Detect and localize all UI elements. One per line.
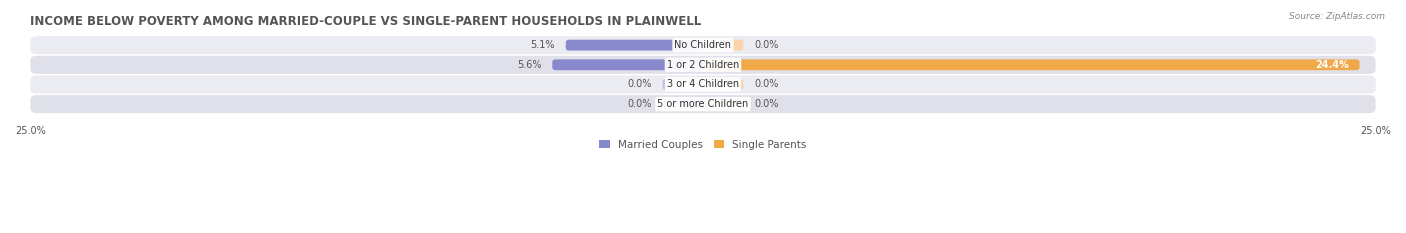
Text: 5.1%: 5.1% — [530, 40, 555, 50]
Text: 24.4%: 24.4% — [1315, 60, 1348, 70]
FancyBboxPatch shape — [31, 56, 1375, 74]
FancyBboxPatch shape — [703, 59, 1360, 70]
Text: 1 or 2 Children: 1 or 2 Children — [666, 60, 740, 70]
Text: 3 or 4 Children: 3 or 4 Children — [666, 79, 740, 89]
FancyBboxPatch shape — [703, 99, 744, 110]
FancyBboxPatch shape — [31, 36, 1375, 54]
Text: 0.0%: 0.0% — [754, 40, 779, 50]
FancyBboxPatch shape — [31, 75, 1375, 93]
Legend: Married Couples, Single Parents: Married Couples, Single Parents — [595, 135, 811, 154]
Text: Source: ZipAtlas.com: Source: ZipAtlas.com — [1289, 12, 1385, 21]
Text: 5 or more Children: 5 or more Children — [658, 99, 748, 109]
FancyBboxPatch shape — [31, 95, 1375, 113]
Text: 0.0%: 0.0% — [754, 99, 779, 109]
Text: INCOME BELOW POVERTY AMONG MARRIED-COUPLE VS SINGLE-PARENT HOUSEHOLDS IN PLAINWE: INCOME BELOW POVERTY AMONG MARRIED-COUPL… — [31, 15, 702, 28]
FancyBboxPatch shape — [565, 40, 703, 51]
Text: 0.0%: 0.0% — [627, 79, 652, 89]
Text: 0.0%: 0.0% — [754, 79, 779, 89]
Text: 0.0%: 0.0% — [627, 99, 652, 109]
FancyBboxPatch shape — [553, 59, 703, 70]
Text: 5.6%: 5.6% — [517, 60, 541, 70]
FancyBboxPatch shape — [662, 79, 703, 90]
Text: No Children: No Children — [675, 40, 731, 50]
FancyBboxPatch shape — [703, 79, 744, 90]
FancyBboxPatch shape — [703, 40, 744, 51]
FancyBboxPatch shape — [662, 99, 703, 110]
